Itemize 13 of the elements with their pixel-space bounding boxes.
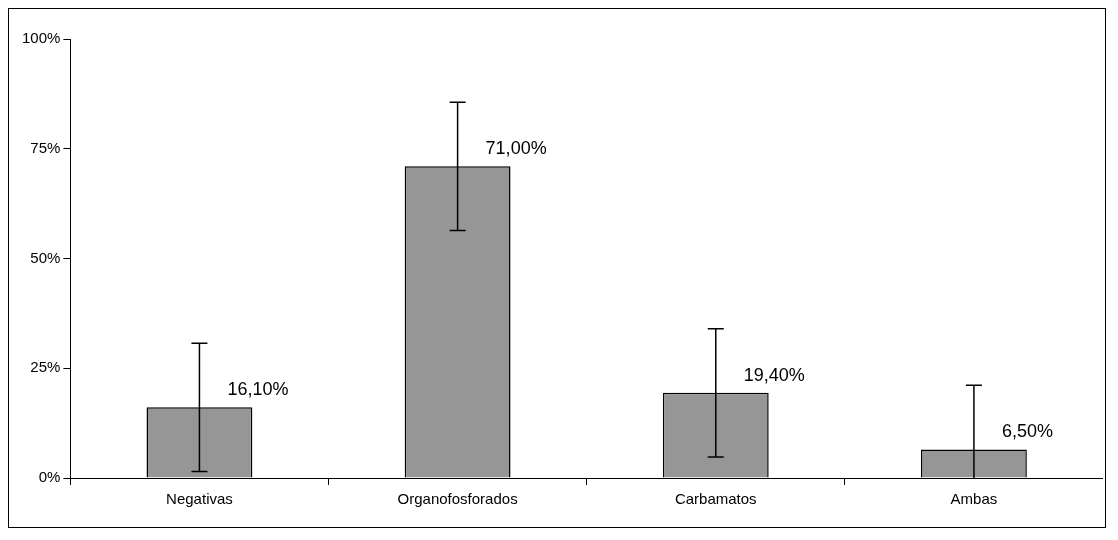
x-tick-label: Carbamatos [674,490,757,508]
data-label: 71,00% [485,138,547,159]
y-tick-label: 25% [30,358,61,376]
data-label: 6,50% [1001,421,1053,442]
y-tick-label: 50% [30,248,61,266]
y-tick-label: 75% [30,138,61,156]
data-label: 16,10% [227,379,289,400]
x-tick-label: Negativas [166,490,233,508]
data-label: 19,40% [743,364,805,385]
y-tick-label: 100% [21,29,61,47]
x-tick-label: Ambas [950,490,998,508]
x-tick-label: Organofosforados [397,490,518,508]
y-tick-label: 0% [38,468,61,486]
